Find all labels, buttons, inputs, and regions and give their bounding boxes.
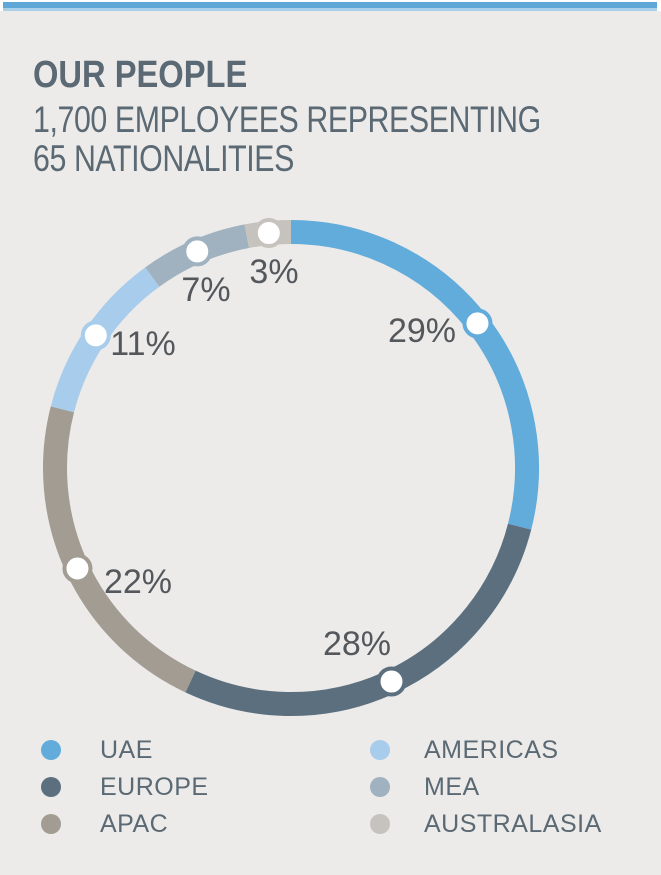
- legend-dot-apac-icon: [41, 814, 61, 834]
- legend-label-europe: EUROPE: [100, 772, 209, 801]
- legend-item-americas: AMERICAS: [370, 735, 559, 764]
- legend-item-australasia: AUSTRALASIA: [370, 809, 602, 838]
- legend-label-americas: AMERICAS: [424, 735, 559, 764]
- legend-dot-mea-icon: [370, 777, 390, 797]
- subtitle-line-1: 1,700 EMPLOYEES REPRESENTING: [33, 99, 541, 140]
- legend-label-uae: UAE: [100, 735, 153, 764]
- page-title: OUR PEOPLE: [33, 54, 248, 96]
- legend-label-australasia: AUSTRALASIA: [424, 809, 602, 838]
- page-subtitle: 1,700 EMPLOYEES REPRESENTING 65 NATIONAL…: [33, 100, 541, 178]
- legend-item-mea: MEA: [370, 772, 480, 801]
- legend-item-europe: EUROPE: [41, 772, 209, 801]
- legend-dot-europe-icon: [41, 777, 61, 797]
- legend-label-mea: MEA: [424, 772, 480, 801]
- top-accent-bar-light: [3, 8, 657, 11]
- legend-item-apac: APAC: [41, 809, 169, 838]
- legend-dot-americas-icon: [370, 740, 390, 760]
- legend-dot-uae-icon: [41, 740, 61, 760]
- legend-item-uae: UAE: [41, 735, 153, 764]
- legend-label-apac: APAC: [100, 809, 169, 838]
- top-accent-bar: [3, 2, 657, 11]
- legend-dot-australasia-icon: [370, 814, 390, 834]
- subtitle-line-2: 65 NATIONALITIES: [33, 138, 294, 179]
